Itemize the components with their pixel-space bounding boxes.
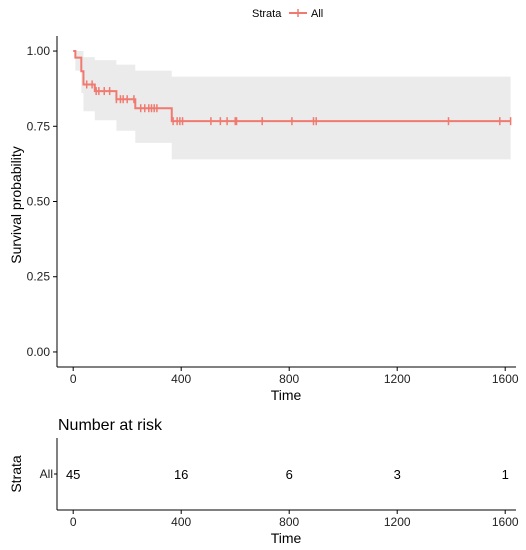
risk-count: 6	[286, 467, 293, 482]
x-tick-label: 1600	[492, 372, 519, 386]
x-axis-ticks: 0 400 800 1200 1600	[70, 367, 519, 386]
y-axis-title: Survival probability	[8, 146, 24, 264]
legend-title: Strata	[252, 8, 282, 20]
censor-marks	[85, 80, 512, 126]
x-tick-label: 0	[70, 372, 77, 386]
risk-x-tick-label: 800	[279, 515, 299, 529]
risk-x-axis-ticks: 0 400 800 1200 1600	[70, 510, 519, 529]
survival-plot: 0.00 0.25 0.50 0.75 1.00 0 400 800 1200 1600 Sur…	[8, 36, 519, 403]
y-axis-ticks: 0.00 0.25 0.50 0.75 1.00	[27, 44, 57, 359]
confidence-band	[73, 51, 511, 160]
risk-x-tick-label: 1200	[384, 515, 411, 529]
risk-table-title: Number at risk	[58, 417, 163, 434]
risk-table: Number at risk All 45 16 6 3 1 0 400 800 1200 16…	[8, 417, 519, 546]
risk-counts: 45 16 6 3 1	[66, 467, 509, 482]
legend-entry-all: All	[311, 8, 323, 20]
y-tick-label: 1.00	[27, 44, 51, 58]
x-tick-label: 400	[171, 372, 191, 386]
y-tick-label: 0.00	[27, 345, 51, 359]
y-tick-label: 0.75	[27, 119, 51, 133]
risk-count: 16	[174, 467, 188, 482]
risk-x-tick-label: 0	[70, 515, 77, 529]
risk-y-axis-title: Strata	[8, 455, 24, 493]
risk-x-tick-label: 1600	[492, 515, 519, 529]
x-axis-title: Time	[271, 387, 302, 403]
y-tick-label: 0.50	[27, 195, 51, 209]
x-tick-label: 800	[279, 372, 299, 386]
risk-count: 1	[502, 467, 509, 482]
y-tick-label: 0.25	[27, 270, 51, 284]
risk-count: 45	[66, 467, 80, 482]
risk-x-tick-label: 400	[171, 515, 191, 529]
risk-row-label-all: All	[40, 467, 53, 481]
x-tick-label: 1200	[384, 372, 411, 386]
legend: Strata All	[252, 8, 323, 20]
risk-count: 3	[394, 467, 401, 482]
risk-x-axis-title: Time	[271, 530, 302, 546]
